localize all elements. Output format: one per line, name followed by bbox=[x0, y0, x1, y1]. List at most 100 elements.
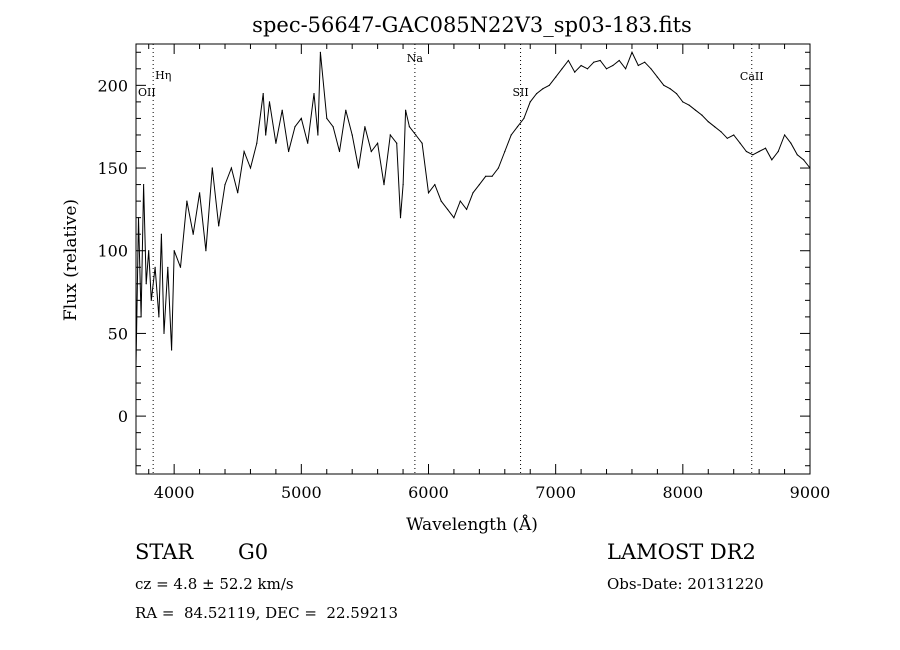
spectrum-point bbox=[171, 349, 173, 351]
spectrum-point bbox=[249, 167, 252, 169]
redshift-cz: cz = 4.8 ± 52.2 km/s bbox=[135, 575, 294, 593]
spectrum-point bbox=[205, 250, 207, 252]
axis-ticks bbox=[136, 44, 811, 474]
spectrum-point bbox=[405, 109, 407, 111]
axis-tick-labels: 4000 5000 6000 7000 8000 9000 0 50 100 150 200 bbox=[97, 76, 830, 502]
spectrum-point bbox=[389, 134, 391, 136]
spectrum-point bbox=[580, 64, 582, 67]
spectrum-point bbox=[415, 134, 417, 136]
x-tick-label: 7000 bbox=[535, 483, 576, 502]
marker-label: Na bbox=[407, 52, 424, 65]
spectrum-point bbox=[650, 68, 652, 70]
spectrum-point bbox=[771, 159, 773, 161]
spectrum-point bbox=[739, 142, 741, 144]
spectrum-point bbox=[764, 147, 767, 149]
spectrum-point bbox=[516, 126, 519, 128]
y-axis-label: Flux (relative) bbox=[61, 199, 81, 321]
spectrum-point bbox=[230, 167, 232, 169]
y-tick-label: 150 bbox=[97, 159, 128, 178]
spectrum-point bbox=[694, 109, 697, 111]
spectrum-point bbox=[332, 126, 334, 128]
spectrum-point bbox=[135, 365, 137, 368]
spectrum-point bbox=[497, 167, 499, 169]
spectrum-point bbox=[542, 88, 544, 90]
spectrum-point bbox=[466, 208, 468, 210]
spectrum-point bbox=[726, 137, 728, 139]
spectrum-point bbox=[268, 101, 271, 103]
spectrum-point bbox=[548, 84, 550, 86]
spectrum-point bbox=[637, 64, 639, 67]
spectrum-point bbox=[586, 68, 589, 70]
spectrum-point bbox=[160, 233, 162, 235]
spectrum-point bbox=[447, 208, 449, 210]
spectrum-point bbox=[485, 175, 487, 177]
spectrum-point bbox=[675, 93, 678, 95]
spectrum-point bbox=[491, 175, 493, 177]
spectrum-point bbox=[148, 250, 150, 252]
spectrum-point bbox=[140, 316, 142, 318]
spectrum-point bbox=[211, 167, 213, 169]
spectrum-point bbox=[472, 192, 474, 194]
spectrum-point bbox=[383, 184, 385, 186]
x-axis-label: Wavelength (Å) bbox=[406, 514, 538, 535]
spectrum-point bbox=[357, 167, 360, 169]
spectrum-point bbox=[612, 64, 614, 67]
spectrum-point bbox=[669, 88, 671, 90]
x-tick-label: 9000 bbox=[790, 483, 831, 502]
survey-name: LAMOST DR2 bbox=[607, 540, 756, 564]
spectrum-point bbox=[701, 114, 703, 116]
spectrum-point bbox=[796, 154, 798, 156]
spectrum-point bbox=[631, 51, 633, 53]
spectrum-point bbox=[720, 131, 722, 133]
spectrum-point bbox=[179, 266, 182, 268]
spectrum-point bbox=[618, 59, 620, 62]
spectrum-point bbox=[682, 101, 684, 103]
spectrum-point bbox=[243, 150, 245, 153]
spectrum-point bbox=[167, 266, 169, 268]
spectrum-point bbox=[809, 167, 811, 169]
plot-border bbox=[135, 43, 811, 475]
spectrum-point bbox=[504, 150, 506, 153]
spectrum-point bbox=[408, 126, 410, 128]
spectrum-point bbox=[150, 299, 152, 301]
x-tick-label: 4000 bbox=[154, 483, 195, 502]
chart-title: spec-56647-GAC085N22V3_sp03-183.fits bbox=[252, 13, 692, 37]
spectrum-point bbox=[427, 192, 430, 194]
spectrum-point bbox=[351, 134, 353, 136]
line-markers: Hη OII Na SII CaII bbox=[138, 44, 764, 474]
marker-label: Hη bbox=[155, 69, 171, 82]
x-tick-label: 5000 bbox=[281, 483, 322, 502]
spectrum-point bbox=[186, 200, 188, 202]
spectrum-point bbox=[163, 332, 165, 334]
spectrum-point bbox=[593, 61, 595, 63]
spectrum-point bbox=[319, 51, 321, 53]
spectrum-point bbox=[256, 142, 258, 144]
spectrum-point bbox=[300, 117, 302, 119]
spectrum-point bbox=[478, 184, 480, 186]
x-tick-label: 8000 bbox=[662, 483, 703, 502]
spectrum-point bbox=[313, 93, 315, 95]
y-tick-label: 200 bbox=[97, 76, 128, 95]
spectrum-point bbox=[453, 217, 455, 219]
x-tick-label: 6000 bbox=[408, 483, 449, 502]
object-class: STAR bbox=[135, 540, 194, 564]
spectrum-point bbox=[707, 121, 709, 123]
spectrum-series bbox=[135, 51, 811, 368]
spectrum-point bbox=[265, 134, 267, 136]
spectrum-point bbox=[345, 109, 347, 111]
spectrum-point bbox=[536, 93, 538, 95]
spectrum-point bbox=[377, 142, 379, 144]
observation-date: Obs-Date: 20131220 bbox=[607, 575, 764, 593]
spectrum-point bbox=[143, 184, 145, 186]
spectrum-point bbox=[199, 192, 201, 194]
spectrum-point bbox=[459, 200, 461, 202]
spectrum-point bbox=[262, 93, 264, 95]
y-tick-label: 100 bbox=[97, 242, 128, 261]
plot-frame bbox=[135, 43, 811, 475]
spectrum-point bbox=[644, 61, 646, 63]
spectrum-point bbox=[224, 184, 226, 186]
spectrum-point bbox=[574, 71, 576, 73]
marker-label: SII bbox=[512, 86, 528, 99]
spectrum-point bbox=[561, 68, 563, 70]
spectrum-point bbox=[173, 250, 175, 252]
